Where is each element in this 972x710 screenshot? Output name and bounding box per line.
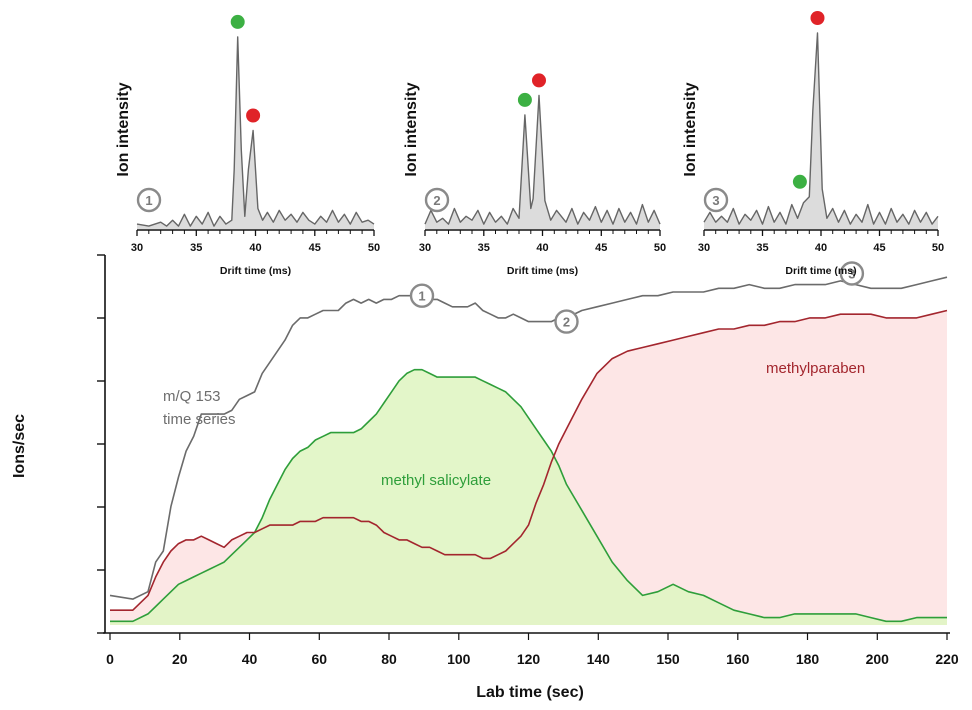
x-tick-label: 60 — [312, 651, 328, 667]
main-series-lines — [109, 276, 948, 623]
green-peak-marker — [230, 14, 245, 29]
inset-tick-label: 45 — [309, 242, 321, 254]
green-peak-marker — [792, 174, 807, 189]
inset-tick-label: 30 — [419, 242, 431, 254]
mq-series-label-line1: m/Q 153 — [163, 388, 221, 405]
inset-trace-fill — [704, 33, 938, 229]
inset-tick-label: 40 — [249, 242, 261, 254]
x-tick-label: 180 — [796, 651, 820, 667]
green-peak-marker — [517, 92, 532, 107]
marker-number: 3 — [848, 267, 855, 282]
inset-x-axis-title: Drift time (ms) — [785, 265, 856, 277]
inset-tick-label: 30 — [698, 242, 710, 254]
inset-y-axis-title: Ion intensity — [682, 82, 699, 176]
inset-tick-label: 40 — [815, 242, 827, 254]
x-tick-label: 140 — [587, 651, 611, 667]
inset-number-badge — [424, 187, 450, 213]
area-fill-methyl-salicylate — [110, 369, 947, 625]
inset-y-axis-title: Ion intensity — [115, 82, 132, 176]
inset-x-axis-title: Drift time (ms) — [507, 265, 578, 277]
paraben-label: methylparaben — [766, 360, 865, 377]
inset-number-badge — [703, 187, 729, 213]
inset-number: 1 — [145, 193, 152, 208]
inset-tick-label: 50 — [368, 242, 380, 254]
series-line-methyl-salicylate — [110, 368, 947, 623]
inset-trace-fill — [137, 36, 374, 230]
y-axis-title: Ions/sec — [11, 414, 28, 478]
series-line-m-q-153-time-series — [109, 276, 948, 600]
inset-tick-label: 45 — [595, 242, 607, 254]
marker-number: 2 — [563, 315, 570, 330]
inset-tick-label: 45 — [873, 242, 885, 254]
inset-3: 30 35 40 45 50 Drift time (ms) Ion intensity 3 — [682, 11, 944, 277]
inset-number: 2 — [433, 193, 440, 208]
inset-tick-label: 50 — [932, 242, 944, 254]
x-tick-label: 0 — [106, 651, 114, 667]
red-peak-marker — [532, 73, 546, 88]
x-tick-label: 80 — [381, 651, 397, 667]
x-tick-label: 20 — [172, 651, 188, 667]
marker-circle — [409, 283, 435, 308]
inset-number: 3 — [712, 193, 719, 208]
inset-x-axis-title: Drift time (ms) — [220, 265, 291, 277]
marker-circle — [554, 309, 579, 334]
time-point-marker-1: 1 — [409, 283, 435, 308]
x-tick-label: 150 — [656, 651, 680, 667]
series-line-methylparaben — [110, 309, 948, 611]
main-area-fills — [110, 310, 947, 625]
x-tick-label: 100 — [447, 651, 471, 667]
x-axis-title: Lab time (sec) — [476, 684, 584, 701]
x-tick-label: 200 — [866, 651, 890, 667]
x-tick-label: 220 — [935, 651, 959, 667]
inset-number-badge — [136, 187, 162, 213]
red-peak-marker — [246, 108, 261, 123]
x-tick-label: 160 — [726, 651, 750, 667]
mq-series-label-line2: time series — [163, 411, 236, 428]
inset-trace-line — [136, 36, 375, 227]
time-point-markers: 1 2 3 — [409, 261, 865, 334]
marker-circle — [839, 261, 865, 286]
inset-tick-label: 40 — [536, 242, 548, 254]
inset-tick-label: 35 — [756, 242, 768, 254]
inset-tick-label: 50 — [654, 242, 666, 254]
inset-1: 30 35 40 45 50 Drift time (ms) Ion intensity 1 — [115, 14, 380, 277]
inset-tick-label: 35 — [478, 242, 490, 254]
time-point-marker-2: 2 — [554, 309, 579, 334]
x-tick-label: 40 — [242, 651, 258, 667]
main-tick-marks — [97, 254, 948, 640]
salicylate-label: methyl salicylate — [381, 472, 491, 489]
x-tick-label: 120 — [517, 651, 541, 667]
inset-trace-line — [424, 94, 661, 225]
marker-number: 1 — [418, 289, 425, 304]
time-point-marker-3: 3 — [839, 261, 865, 286]
main-tick-labels: 0 20 40 60 80 100 120 140 150 160 180 200 220 — [106, 651, 959, 667]
inset-tick-label: 30 — [131, 242, 143, 254]
inset-2: 30 35 40 45 50 Drift time (ms) Ion intensity 2 — [403, 73, 666, 277]
inset-tick-label: 35 — [190, 242, 202, 254]
inset-y-axis-title: Ion intensity — [403, 82, 420, 176]
inset-trace-line — [703, 32, 939, 225]
red-peak-marker — [810, 11, 825, 25]
